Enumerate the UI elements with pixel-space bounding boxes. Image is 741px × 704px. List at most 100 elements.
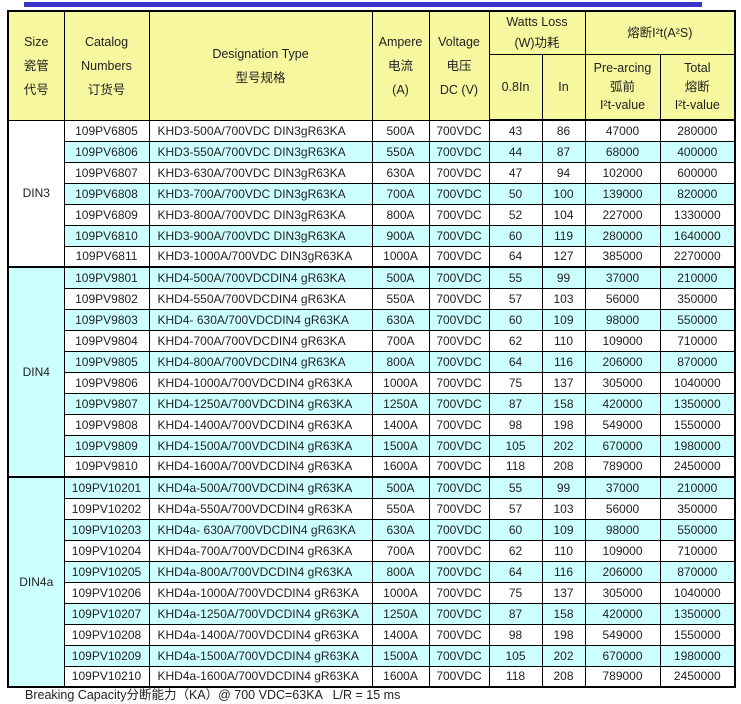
- prearcing-cell: 549000: [584, 623, 661, 646]
- total-cell: 1040000: [659, 371, 736, 394]
- table-row: 109PV9807 KHD4-1250A/700VDCDIN4 gR63KA 125…: [8, 392, 736, 415]
- watts-08in-cell: 98: [488, 413, 543, 436]
- designation-cell: KHD3-550A/700VDC DIN3gR63KA: [148, 140, 373, 163]
- table-row: DIN3 109PV6805 KHD3-500A/700VDC DIN3gR63KA…: [7, 119, 736, 268]
- prearcing-cell: 789000: [584, 665, 661, 688]
- voltage-cell: 700VDC: [428, 518, 490, 541]
- watts-in-cell: 99: [541, 266, 586, 289]
- ampere-cell: 900A: [371, 224, 430, 247]
- watts-in-cell: 198: [541, 413, 586, 436]
- total-cell: 2450000: [659, 455, 736, 478]
- fuse-spec-table: Size 瓷管 代号 Catalog Numbers 订货号 Designati…: [7, 10, 737, 688]
- watts-08in-cell: 64: [488, 350, 543, 373]
- table-row: 109PV10209 KHD4a-1500A/700VDCDIN4 gR63KA 1…: [8, 644, 736, 667]
- header-voltage: Voltage 电压 DC (V): [428, 10, 490, 121]
- header-catalog-numbers: Catalog Numbers 订货号: [63, 10, 150, 121]
- designation-cell: KHD4-1600A/700VDCDIN4 gR63KA: [148, 455, 373, 478]
- header-i2t: 熔断I²t(A²S): [584, 10, 736, 55]
- total-cell: 1550000: [659, 413, 736, 436]
- total-cell: 350000: [659, 497, 736, 520]
- table-row: 109PV10204 KHD4a-700A/700VDCDIN4 gR63KA 70…: [8, 539, 736, 562]
- total-cell: 280000: [659, 119, 736, 142]
- prearcing-cell: 37000: [584, 476, 661, 499]
- header-ampere: Ampere 电流 (A): [371, 10, 430, 121]
- watts-in-cell: 202: [541, 644, 586, 667]
- header-total: Total 熔断 I²t-value: [659, 54, 736, 121]
- catalog-cell: 109PV10201: [63, 476, 150, 499]
- catalog-cell: 109PV10210: [63, 665, 150, 688]
- watts-08in-cell: 60: [488, 518, 543, 541]
- table-row: 109PV6811 KHD3-1000A/700VDC DIN3gR63KA 100…: [8, 245, 736, 268]
- voltage-cell: 700VDC: [428, 581, 490, 604]
- voltage-cell: 700VDC: [428, 560, 490, 583]
- voltage-cell: 700VDC: [428, 182, 490, 205]
- prearcing-cell: 109000: [584, 329, 661, 352]
- watts-08in-cell: 50: [488, 182, 543, 205]
- ampere-cell: 1000A: [371, 371, 430, 394]
- designation-cell: KHD4-1400A/700VDCDIN4 gR63KA: [148, 413, 373, 436]
- catalog-cell: 109PV10204: [63, 539, 150, 562]
- designation-cell: KHD4a-550A/700VDCDIN4 gR63KA: [148, 497, 373, 520]
- total-cell: 870000: [659, 560, 736, 583]
- watts-08in-cell: 98: [488, 623, 543, 646]
- watts-in-cell: 103: [541, 287, 586, 310]
- voltage-cell: 700VDC: [428, 455, 490, 478]
- designation-cell: KHD4-550A/700VDCDIN4 gR63KA: [148, 287, 373, 310]
- watts-in-cell: 109: [541, 518, 586, 541]
- total-cell: 1330000: [659, 203, 736, 226]
- catalog-cell: 109PV9808: [63, 413, 150, 436]
- total-cell: 1640000: [659, 224, 736, 247]
- watts-in-cell: 137: [541, 581, 586, 604]
- watts-in-cell: 208: [541, 665, 586, 688]
- voltage-cell: 700VDC: [428, 203, 490, 226]
- total-cell: 1040000: [659, 581, 736, 604]
- voltage-cell: 700VDC: [428, 119, 490, 142]
- prearcing-cell: 206000: [584, 560, 661, 583]
- ampere-cell: 1600A: [371, 455, 430, 478]
- total-cell: 710000: [659, 329, 736, 352]
- catalog-cell: 109PV10209: [63, 644, 150, 667]
- table-row: 109PV10206 KHD4a-1000A/700VDCDIN4 gR63KA 1…: [8, 581, 736, 604]
- prearcing-cell: 109000: [584, 539, 661, 562]
- voltage-cell: 700VDC: [428, 602, 490, 625]
- table-row: 109PV6808 KHD3-700A/700VDC DIN3gR63KA 700A…: [8, 182, 736, 205]
- watts-in-cell: 104: [541, 203, 586, 226]
- watts-in-cell: 119: [541, 224, 586, 247]
- watts-08in-cell: 62: [488, 329, 543, 352]
- watts-in-cell: 99: [541, 476, 586, 499]
- ampere-cell: 550A: [371, 140, 430, 163]
- catalog-cell: 109PV9801: [63, 266, 150, 289]
- prearcing-cell: 420000: [584, 392, 661, 415]
- catalog-cell: 109PV9804: [63, 329, 150, 352]
- designation-cell: KHD4- 630A/700VDCDIN4 gR63KA: [148, 308, 373, 331]
- catalog-cell: 109PV9810: [63, 455, 150, 478]
- total-cell: 350000: [659, 287, 736, 310]
- catalog-cell: 109PV10208: [63, 623, 150, 646]
- designation-cell: KHD4-800A/700VDCDIN4 gR63KA: [148, 350, 373, 373]
- voltage-cell: 700VDC: [428, 245, 490, 268]
- table-row: 109PV6806 KHD3-550A/700VDC DIN3gR63KA 550A…: [8, 140, 736, 163]
- prearcing-cell: 98000: [584, 308, 661, 331]
- watts-08in-cell: 75: [488, 581, 543, 604]
- prearcing-cell: 280000: [584, 224, 661, 247]
- voltage-cell: 700VDC: [428, 287, 490, 310]
- designation-cell: KHD3-500A/700VDC DIN3gR63KA: [148, 119, 373, 142]
- voltage-cell: 700VDC: [428, 329, 490, 352]
- designation-cell: KHD3-800A/700VDC DIN3gR63KA: [148, 203, 373, 226]
- voltage-cell: 700VDC: [428, 476, 490, 499]
- catalog-cell: 109PV6811: [63, 245, 150, 268]
- voltage-cell: 700VDC: [428, 644, 490, 667]
- catalog-cell: 109PV6806: [63, 140, 150, 163]
- prearcing-cell: 305000: [584, 581, 661, 604]
- designation-cell: KHD4a-1600A/700VDCDIN4 gR63KA: [148, 665, 373, 688]
- header-prearcing: Pre-arcing 弧前 I²t-value: [584, 54, 661, 121]
- size-group-cell: DIN4: [7, 266, 65, 478]
- table-row: 109PV10210 KHD4a-1600A/700VDCDIN4 gR63KA 1…: [8, 665, 736, 688]
- table-row: 109PV9810 KHD4-1600A/700VDCDIN4 gR63KA 160…: [8, 455, 736, 478]
- prearcing-cell: 102000: [584, 161, 661, 184]
- total-cell: 820000: [659, 182, 736, 205]
- designation-cell: KHD4-1000A/700VDCDIN4 gR63KA: [148, 371, 373, 394]
- ampere-cell: 800A: [371, 350, 430, 373]
- designation-cell: KHD4a-1000A/700VDCDIN4 gR63KA: [148, 581, 373, 604]
- watts-in-cell: 86: [541, 119, 586, 142]
